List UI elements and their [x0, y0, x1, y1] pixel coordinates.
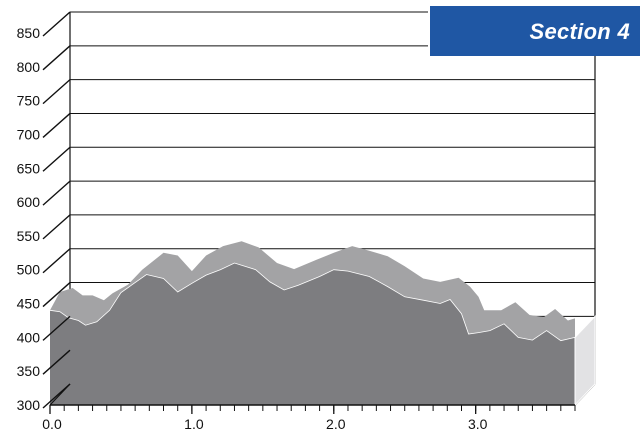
y-tick: [42, 315, 71, 341]
x-tick-label: 2.0: [326, 416, 346, 430]
y-tick-label: 750: [17, 93, 41, 109]
x-tick-label: 1.0: [184, 416, 204, 430]
y-tick: [42, 349, 71, 375]
y-tick-label: 400: [17, 329, 41, 345]
y-tick: [42, 146, 71, 172]
y-tick-label: 600: [17, 194, 41, 210]
y-tick: [42, 383, 71, 409]
section-badge-label: Section 4: [529, 19, 630, 44]
y-tick-label: 850: [17, 25, 41, 41]
y-tick: [42, 11, 71, 37]
front-area-edge: [49, 262, 576, 342]
y-tick-label: 550: [17, 228, 41, 244]
y-tick: [42, 282, 71, 308]
y-tick-label: 500: [17, 262, 41, 278]
y-tick-label: 650: [17, 160, 41, 176]
y-tick-label: 300: [17, 397, 41, 413]
y-tick: [42, 45, 71, 71]
y-tick: [42, 112, 71, 138]
front-area-side-face: [574, 315, 596, 407]
x-tick-label: 3.0: [468, 416, 488, 430]
y-tick: [42, 214, 71, 240]
y-tick: [42, 248, 71, 274]
y-tick-label: 700: [17, 126, 41, 142]
y-tick-label: 450: [17, 296, 41, 312]
front-area-series: [50, 263, 575, 405]
y-tick-label: 800: [17, 59, 41, 75]
y-tick: [42, 79, 71, 105]
x-tick-label: 0.0: [42, 416, 62, 430]
y-tick-label: 350: [17, 363, 41, 379]
y-tick: [42, 180, 71, 206]
section-badge: Section 4: [428, 6, 640, 56]
